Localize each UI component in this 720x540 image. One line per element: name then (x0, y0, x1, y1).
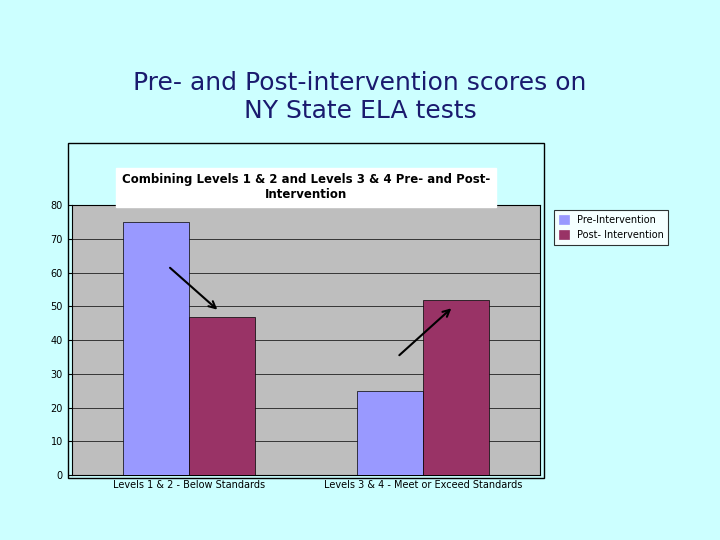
Bar (423, 300, 488, 475)
Text: Pre- and Post-intervention scores on
NY State ELA tests: Pre- and Post-intervention scores on NY … (133, 71, 587, 123)
Title: Combining Levels 1 & 2 and Levels 3 & 4 Pre- and Post-
Intervention: Combining Levels 1 & 2 and Levels 3 & 4 … (122, 173, 490, 201)
Bar (358, 391, 423, 475)
Legend: Pre-Intervention, Post- Intervention: Pre-Intervention, Post- Intervention (554, 210, 668, 245)
Bar (189, 316, 255, 475)
Bar (124, 222, 189, 475)
